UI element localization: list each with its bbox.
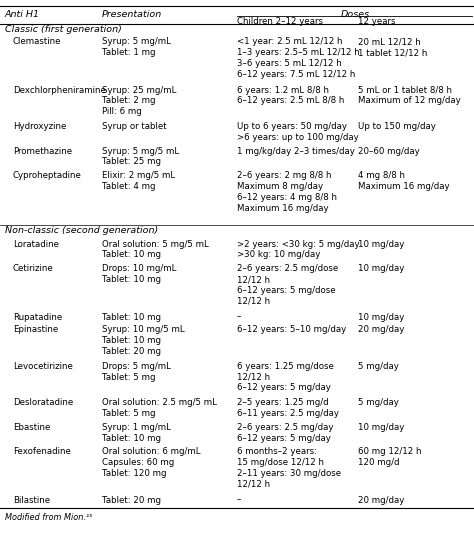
Text: Up to 150 mg/day: Up to 150 mg/day xyxy=(358,122,436,131)
Text: 5 mg/day: 5 mg/day xyxy=(358,362,399,371)
Text: <1 year: 2.5 mL 12/12 h
1–3 years: 2.5–5 mL 12/12 h
3–6 years: 5 mL 12/12 h
6–12: <1 year: 2.5 mL 12/12 h 1–3 years: 2.5–5… xyxy=(237,38,360,79)
Text: Syrup or tablet: Syrup or tablet xyxy=(102,122,166,131)
Text: Loratadine: Loratadine xyxy=(13,240,59,248)
Text: 10 mg/day: 10 mg/day xyxy=(358,264,404,274)
Text: Dexchlorpheniramine: Dexchlorpheniramine xyxy=(13,86,106,94)
Text: 2–6 years: 2 mg 8/8 h
Maximum 8 mg/day
6–12 years: 4 mg 8/8 h
Maximum 16 mg/day: 2–6 years: 2 mg 8/8 h Maximum 8 mg/day 6… xyxy=(237,171,337,212)
Text: 2–6 years: 2.5 mg/day
6–12 years: 5 mg/day: 2–6 years: 2.5 mg/day 6–12 years: 5 mg/d… xyxy=(237,423,334,443)
Text: Syrup: 10 mg/5 mL
Tablet: 10 mg
Tablet: 20 mg: Syrup: 10 mg/5 mL Tablet: 10 mg Tablet: … xyxy=(102,325,184,356)
Text: Hydroxyzine: Hydroxyzine xyxy=(13,122,66,131)
Text: –: – xyxy=(237,312,241,322)
Text: Drops: 5 mg/mL
Tablet: 5 mg: Drops: 5 mg/mL Tablet: 5 mg xyxy=(102,362,171,382)
Text: 10 mg/day: 10 mg/day xyxy=(358,312,404,322)
Text: 4 mg 8/8 h
Maximum 16 mg/day: 4 mg 8/8 h Maximum 16 mg/day xyxy=(358,171,449,191)
Text: Desloratadine: Desloratadine xyxy=(13,398,73,407)
Text: Syrup: 5 mg/mL
Tablet: 1 mg: Syrup: 5 mg/mL Tablet: 1 mg xyxy=(102,38,171,57)
Text: Non-classic (second generation): Non-classic (second generation) xyxy=(5,226,158,235)
Text: Rupatadine: Rupatadine xyxy=(13,312,62,322)
Text: –: – xyxy=(237,496,241,505)
Text: Syrup: 1 mg/mL
Tablet: 10 mg: Syrup: 1 mg/mL Tablet: 10 mg xyxy=(102,423,171,443)
Text: 10 mg/day: 10 mg/day xyxy=(358,423,404,432)
Text: Children 2–12 years: Children 2–12 years xyxy=(237,16,323,26)
Text: Promethazine: Promethazine xyxy=(13,147,72,156)
Text: Oral solution: 6 mg/mL
Capsules: 60 mg
Tablet: 120 mg: Oral solution: 6 mg/mL Capsules: 60 mg T… xyxy=(102,447,201,478)
Text: Tablet: 20 mg: Tablet: 20 mg xyxy=(102,496,161,505)
Text: Levocetirizine: Levocetirizine xyxy=(13,362,73,371)
Text: Presentation: Presentation xyxy=(102,10,162,19)
Text: 6 years: 1.25 mg/dose
12/12 h
6–12 years: 5 mg/day: 6 years: 1.25 mg/dose 12/12 h 6–12 years… xyxy=(237,362,334,392)
Text: >2 years: <30 kg: 5 mg/day
>30 kg: 10 mg/day: >2 years: <30 kg: 5 mg/day >30 kg: 10 mg… xyxy=(237,240,360,259)
Text: Drops: 10 mg/mL
Tablet: 10 mg: Drops: 10 mg/mL Tablet: 10 mg xyxy=(102,264,176,284)
Text: Cyproheptadine: Cyproheptadine xyxy=(13,171,82,180)
Text: Elixir: 2 mg/5 mL
Tablet: 4 mg: Elixir: 2 mg/5 mL Tablet: 4 mg xyxy=(102,171,175,191)
Text: Fexofenadine: Fexofenadine xyxy=(13,447,71,456)
Text: 20 mL 12/12 h
1 tablet 12/12 h: 20 mL 12/12 h 1 tablet 12/12 h xyxy=(358,38,427,57)
Text: Cetirizine: Cetirizine xyxy=(13,264,54,274)
Text: Epinastine: Epinastine xyxy=(13,325,58,334)
Text: Ebastine: Ebastine xyxy=(13,423,50,432)
Text: Classic (first generation): Classic (first generation) xyxy=(5,25,122,33)
Text: 20 mg/day: 20 mg/day xyxy=(358,325,404,334)
Text: 6 years: 1.2 mL 8/8 h
6–12 years: 2.5 mL 8/8 h: 6 years: 1.2 mL 8/8 h 6–12 years: 2.5 mL… xyxy=(237,86,345,105)
Text: Anti H1: Anti H1 xyxy=(5,10,40,19)
Text: 2–6 years: 2.5 mg/dose
12/12 h
6–12 years: 5 mg/dose
12/12 h: 2–6 years: 2.5 mg/dose 12/12 h 6–12 year… xyxy=(237,264,338,306)
Text: 6 months–2 years:
15 mg/dose 12/12 h
2–11 years: 30 mg/dose
12/12 h: 6 months–2 years: 15 mg/dose 12/12 h 2–1… xyxy=(237,447,341,489)
Text: Doses: Doses xyxy=(341,10,370,19)
Text: Syrup: 5 mg/5 mL
Tablet: 25 mg: Syrup: 5 mg/5 mL Tablet: 25 mg xyxy=(102,147,179,167)
Text: Oral solution: 5 mg/5 mL
Tablet: 10 mg: Oral solution: 5 mg/5 mL Tablet: 10 mg xyxy=(102,240,209,259)
Text: 20 mg/day: 20 mg/day xyxy=(358,496,404,505)
Text: Tablet: 10 mg: Tablet: 10 mg xyxy=(102,312,161,322)
Text: Clemastine: Clemastine xyxy=(13,38,61,46)
Text: Syrup: 25 mg/mL
Tablet: 2 mg
Pill: 6 mg: Syrup: 25 mg/mL Tablet: 2 mg Pill: 6 mg xyxy=(102,86,176,116)
Text: 5 mL or 1 tablet 8/8 h
Maximum of 12 mg/day: 5 mL or 1 tablet 8/8 h Maximum of 12 mg/… xyxy=(358,86,461,105)
Text: Modified from Mion.¹⁵: Modified from Mion.¹⁵ xyxy=(5,513,92,523)
Text: 1 mg/kg/day 2–3 times/day: 1 mg/kg/day 2–3 times/day xyxy=(237,147,355,156)
Text: 6–12 years: 5–10 mg/day: 6–12 years: 5–10 mg/day xyxy=(237,325,346,334)
Text: 2–5 years: 1.25 mg/d
6–11 years: 2.5 mg/day: 2–5 years: 1.25 mg/d 6–11 years: 2.5 mg/… xyxy=(237,398,339,418)
Text: Bilastine: Bilastine xyxy=(13,496,50,505)
Text: Up to 6 years: 50 mg/day
>6 years: up to 100 mg/day: Up to 6 years: 50 mg/day >6 years: up to… xyxy=(237,122,359,142)
Text: 5 mg/day: 5 mg/day xyxy=(358,398,399,407)
Text: Oral solution: 2.5 mg/5 mL
Tablet: 5 mg: Oral solution: 2.5 mg/5 mL Tablet: 5 mg xyxy=(102,398,217,418)
Text: 60 mg 12/12 h
120 mg/d: 60 mg 12/12 h 120 mg/d xyxy=(358,447,421,467)
Text: 20–60 mg/day: 20–60 mg/day xyxy=(358,147,419,156)
Text: 12 years: 12 years xyxy=(358,16,395,26)
Text: 10 mg/day: 10 mg/day xyxy=(358,240,404,248)
